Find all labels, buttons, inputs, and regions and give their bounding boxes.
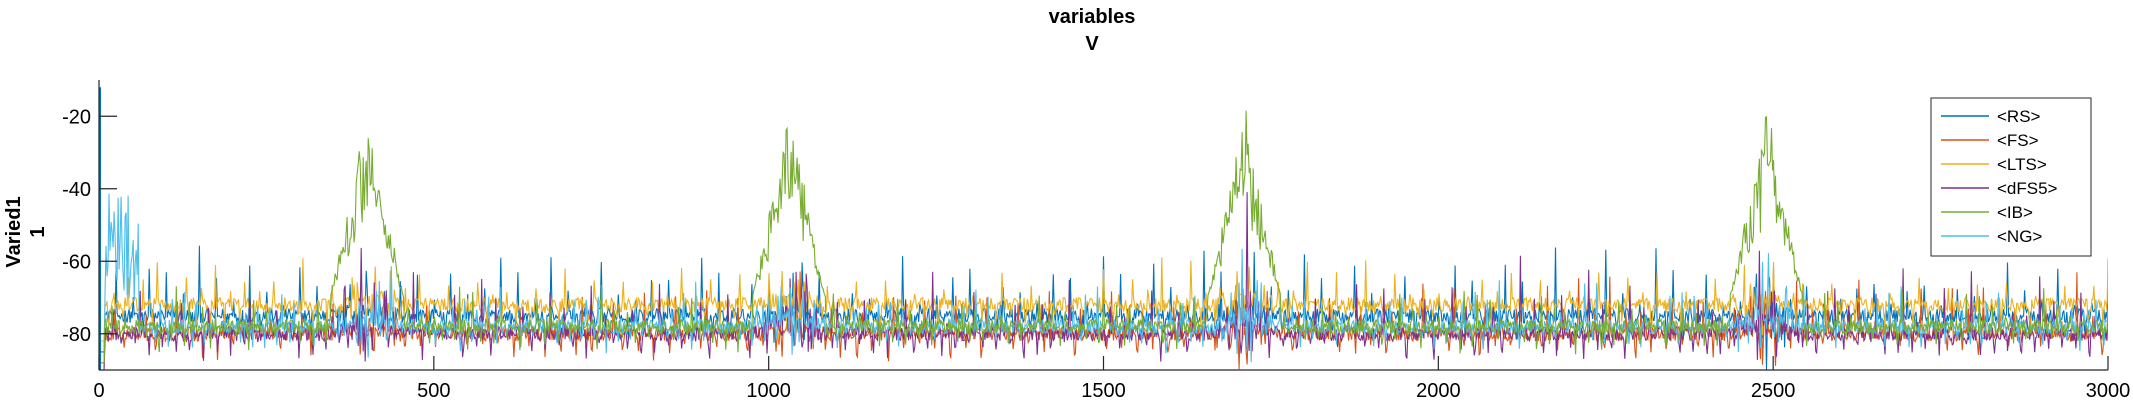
legend-entry: <NG> [1997, 227, 2042, 246]
chart-title: variables V [1049, 6, 1136, 55]
plot-area [99, 87, 2108, 370]
x-tick-label: 0 [93, 380, 104, 400]
legend-entry: <LTS> [1997, 155, 2047, 174]
y-tick-label: -80 [62, 324, 91, 346]
y-axis-label: Varied1 1 [3, 196, 49, 267]
axes: 0 500 1000 1500 2000 2500 3000 -80 -60 -40 -20 [62, 80, 2130, 400]
y-axis-label-line2: 1 [27, 226, 49, 237]
y-tick-label: -20 [62, 106, 91, 128]
legend-entry: <FS> [1997, 131, 2039, 150]
series-line-lts [99, 257, 2108, 342]
y-tick-label: -40 [62, 179, 91, 201]
legend-entry: <IB> [1997, 203, 2033, 222]
x-tick-label: 2000 [1416, 380, 1461, 400]
x-tick-label: 3000 [2086, 380, 2131, 400]
x-tick-label: 1500 [1081, 380, 1126, 400]
series-line-ib [99, 110, 2108, 364]
x-tick-label: 2500 [1751, 380, 1796, 400]
legend-box [1930, 97, 2092, 257]
chart-title-line2: V [1085, 33, 1099, 55]
x-tick-label: 1000 [746, 380, 791, 400]
x-tick-label: 500 [417, 380, 450, 400]
legend-entry: <dFS5> [1997, 179, 2058, 198]
chart-title-line1: variables [1049, 6, 1136, 28]
legend-entry: <RS> [1997, 107, 2041, 126]
legend: <RS> <FS> <LTS> <dFS5> <IB> <NG> [1930, 97, 2092, 257]
y-axis-label-line1: Varied1 [3, 196, 25, 267]
y-tick-label: -60 [62, 251, 91, 273]
